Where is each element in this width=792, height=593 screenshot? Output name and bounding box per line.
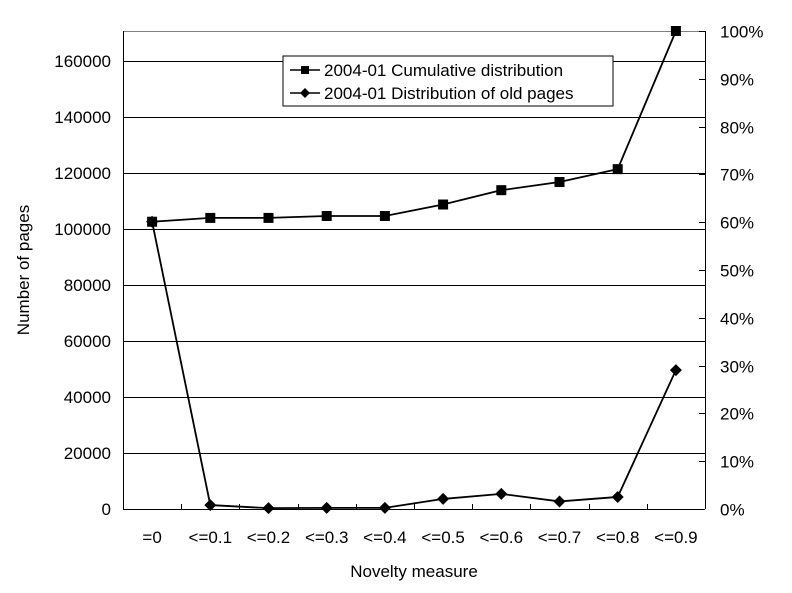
x-tick-label: <=0.1	[189, 528, 233, 547]
left-tick-label: 20000	[64, 444, 111, 463]
diamond-marker-icon	[378, 501, 391, 514]
left-tick-label: 120000	[54, 164, 111, 183]
x-tick-label: <=0.2	[247, 528, 291, 547]
diamond-marker-icon	[300, 88, 310, 98]
diamond-marker-icon	[611, 490, 624, 503]
legend-label-old-pages: 2004-01 Distribution of old pages	[324, 84, 574, 103]
left-tick-label: 160000	[54, 52, 111, 71]
right-tick-label: 50%	[720, 262, 754, 281]
left-tick-label: 80000	[64, 276, 111, 295]
right-tick-label: 0%	[720, 501, 745, 520]
square-marker-icon	[554, 177, 565, 188]
square-marker-icon	[670, 26, 681, 36]
x-tick-label: <=0.6	[480, 528, 524, 547]
square-marker-icon	[612, 164, 623, 175]
legend-item-cumulative: 2004-01 Cumulative distribution	[290, 61, 563, 80]
right-tick-label: 100%	[720, 23, 763, 42]
x-tick-label: <=0.4	[363, 528, 407, 547]
legend-label-cumulative: 2004-01 Cumulative distribution	[324, 61, 563, 80]
x-tick-label: <=0.8	[596, 528, 640, 547]
series-line	[152, 30, 677, 223]
diamond-marker-icon	[553, 495, 566, 508]
left-tick-label: 60000	[64, 332, 111, 351]
left-tick-label: 100000	[54, 220, 111, 239]
right-tick-label: 90%	[720, 71, 754, 90]
square-marker-icon	[438, 199, 449, 210]
diamond-marker-icon	[437, 492, 450, 505]
x-axis: =0 <=0.1 <=0.2 <=0.3 <=0.4 <=0.5 <=0.6 <=0.7 <=0…	[123, 504, 705, 547]
right-tick-label: 20%	[720, 405, 754, 424]
square-marker-icon	[301, 66, 309, 74]
square-marker-icon	[321, 210, 332, 221]
right-y-axis: 0% 10% 20% 30% 40% 50% 60% 70% 80% 90% 100%	[699, 23, 763, 520]
left-tick-label: 140000	[54, 108, 111, 127]
right-tick-label: 40%	[720, 310, 754, 329]
left-y-axis: 0 20000 40000 60000 80000 100000 120000 140000 1…	[54, 31, 124, 519]
diamond-marker-icon	[669, 364, 682, 377]
square-marker-icon	[205, 212, 216, 223]
square-marker-icon	[379, 210, 390, 221]
left-tick-label: 0	[102, 500, 111, 519]
series-layer	[146, 26, 682, 515]
series-cumulative	[147, 26, 681, 227]
right-tick-label: 30%	[720, 358, 754, 377]
right-tick-label: 60%	[720, 214, 754, 233]
right-tick-label: 70%	[720, 166, 754, 185]
right-tick-label: 80%	[720, 119, 754, 138]
x-tick-label: <=0.3	[305, 528, 349, 547]
square-marker-icon	[496, 185, 507, 196]
square-marker-icon	[263, 212, 274, 223]
x-tick-label: =0	[142, 528, 161, 547]
series-line	[151, 221, 677, 510]
diamond-marker-icon	[320, 501, 333, 514]
x-axis-title: Novelty measure	[350, 562, 478, 581]
left-tick-label: 40000	[64, 388, 111, 407]
y-axis-title: Number of pages	[14, 205, 33, 335]
diamond-marker-icon	[262, 502, 275, 515]
legend-item-old-pages: 2004-01 Distribution of old pages	[290, 84, 574, 103]
x-tick-label: <=0.7	[538, 528, 582, 547]
x-tick-label: <=0.9	[654, 528, 698, 547]
series-old-pages	[146, 215, 682, 515]
legend: 2004-01 Cumulative distribution 2004-01 …	[282, 55, 614, 107]
diamond-marker-icon	[495, 487, 508, 500]
right-tick-label: 10%	[720, 453, 754, 472]
x-tick-label: <=0.5	[421, 528, 465, 547]
diamond-marker-icon	[146, 215, 159, 228]
gridlines	[123, 61, 705, 454]
legend-box	[282, 55, 614, 107]
diamond-marker-icon	[204, 499, 217, 512]
